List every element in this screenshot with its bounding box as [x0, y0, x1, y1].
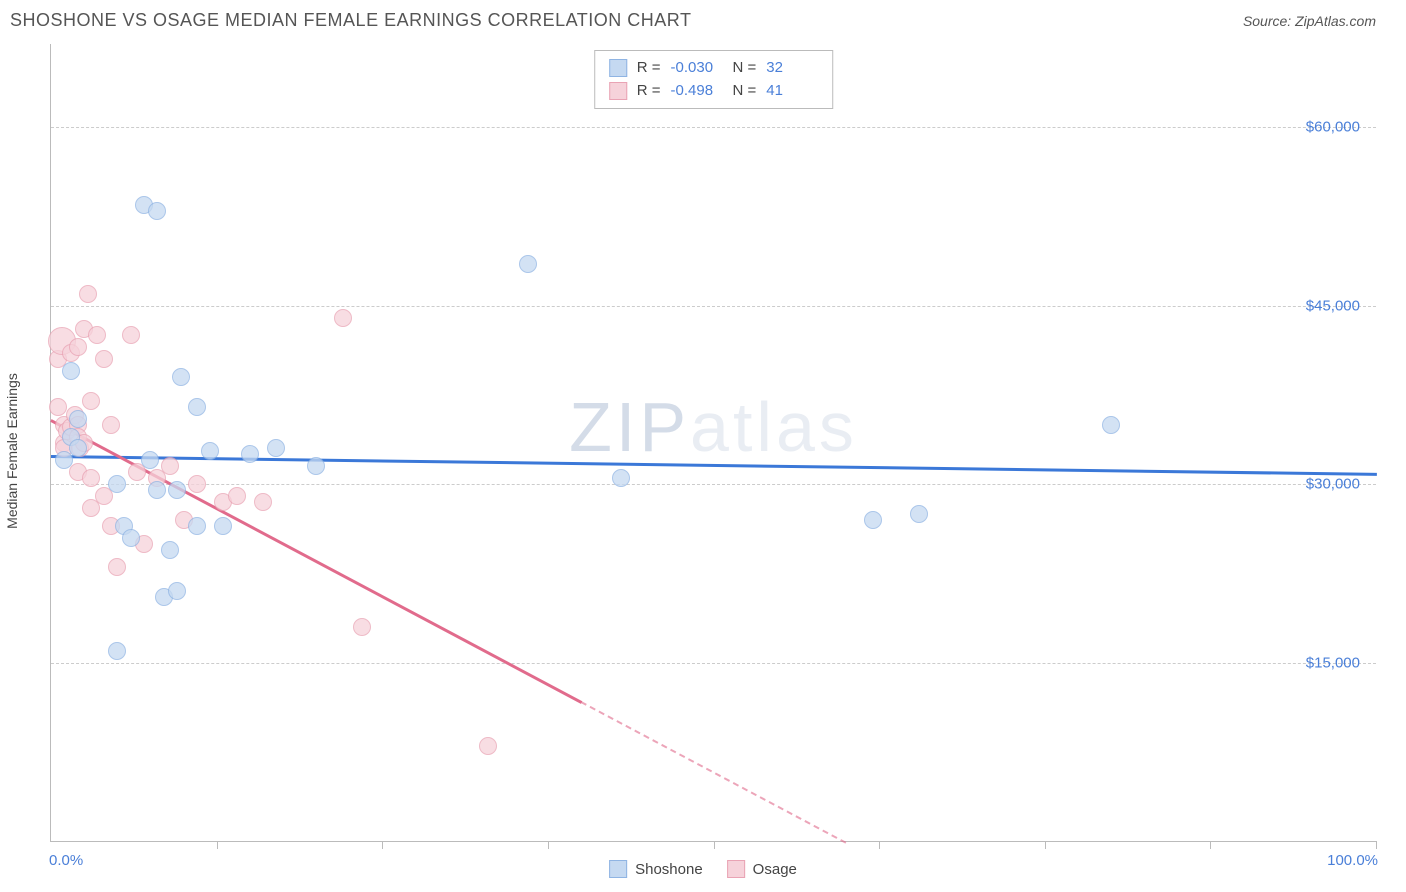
- y-tick-label: $45,000: [1306, 297, 1360, 314]
- data-point-shoshone: [122, 529, 140, 547]
- data-point-shoshone: [1102, 416, 1120, 434]
- data-point-shoshone: [307, 457, 325, 475]
- stats-row-shoshone: R = -0.030 N = 32: [609, 57, 819, 80]
- chart-source: Source: ZipAtlas.com: [1243, 13, 1376, 29]
- gridline: [51, 306, 1376, 307]
- stats-row-osage: R = -0.498 N = 41: [609, 80, 819, 103]
- x-tick: [548, 841, 549, 849]
- legend-item-shoshone: Shoshone: [609, 860, 703, 878]
- legend-item-osage: Osage: [727, 860, 797, 878]
- data-point-shoshone: [241, 445, 259, 463]
- data-point-shoshone: [108, 642, 126, 660]
- x-tick: [217, 841, 218, 849]
- x-tick: [382, 841, 383, 849]
- data-point-osage: [95, 350, 113, 368]
- bottom-legend: Shoshone Osage: [609, 860, 797, 878]
- data-point-shoshone: [69, 439, 87, 457]
- trend-line-osage: [581, 701, 847, 844]
- plot-area: ZIPatlas R =-0.030N =32R =-0.498N =41 0.…: [50, 44, 1376, 842]
- data-point-osage: [108, 558, 126, 576]
- legend-label: Shoshone: [635, 861, 703, 878]
- data-point-osage: [69, 338, 87, 356]
- data-point-shoshone: [62, 362, 80, 380]
- x-tick: [1376, 841, 1377, 849]
- data-point-osage: [122, 326, 140, 344]
- x-tick: [714, 841, 715, 849]
- n-value: 32: [766, 57, 818, 80]
- data-point-shoshone: [864, 511, 882, 529]
- swatch-icon: [609, 860, 627, 878]
- data-point-shoshone: [161, 541, 179, 559]
- data-point-shoshone: [188, 517, 206, 535]
- r-value: -0.498: [671, 80, 723, 103]
- stats-box: R = -0.030 N = 32 R = -0.498 N = 41: [594, 50, 834, 109]
- gridline: [51, 127, 1376, 128]
- data-point-shoshone: [214, 517, 232, 535]
- x-tick: [1045, 841, 1046, 849]
- x-axis-min-label: 0.0%: [49, 852, 83, 869]
- data-point-shoshone: [69, 410, 87, 428]
- data-point-osage: [102, 416, 120, 434]
- data-point-shoshone: [108, 475, 126, 493]
- watermark: ZIPatlas: [569, 387, 858, 467]
- r-label: R =: [637, 57, 661, 80]
- data-point-shoshone: [141, 451, 159, 469]
- data-point-shoshone: [519, 255, 537, 273]
- chart-container: Median Female Earnings ZIPatlas R =-0.03…: [40, 44, 1376, 842]
- data-point-osage: [334, 309, 352, 327]
- swatch-icon: [609, 82, 627, 100]
- data-point-shoshone: [172, 368, 190, 386]
- chart-header: SHOSHONE VS OSAGE MEDIAN FEMALE EARNINGS…: [0, 0, 1406, 39]
- swatch-icon: [609, 59, 627, 77]
- n-value: 41: [766, 80, 818, 103]
- data-point-shoshone: [168, 582, 186, 600]
- gridline: [51, 484, 1376, 485]
- gridline: [51, 663, 1376, 664]
- data-point-osage: [82, 392, 100, 410]
- y-axis-label: Median Female Earnings: [4, 373, 20, 529]
- x-tick: [879, 841, 880, 849]
- data-point-osage: [82, 469, 100, 487]
- data-point-shoshone: [267, 439, 285, 457]
- legend-label: Osage: [753, 861, 797, 878]
- r-value: -0.030: [671, 57, 723, 80]
- data-point-shoshone: [188, 398, 206, 416]
- y-tick-label: $15,000: [1306, 654, 1360, 671]
- data-point-shoshone: [612, 469, 630, 487]
- x-tick: [1210, 841, 1211, 849]
- y-tick-label: $30,000: [1306, 476, 1360, 493]
- n-label: N =: [733, 80, 757, 103]
- chart-title: SHOSHONE VS OSAGE MEDIAN FEMALE EARNINGS…: [10, 10, 691, 31]
- data-point-osage: [228, 487, 246, 505]
- data-point-osage: [161, 457, 179, 475]
- r-label: R =: [637, 80, 661, 103]
- data-point-osage: [188, 475, 206, 493]
- data-point-shoshone: [168, 481, 186, 499]
- data-point-osage: [479, 737, 497, 755]
- swatch-icon: [727, 860, 745, 878]
- data-point-shoshone: [201, 442, 219, 460]
- data-point-osage: [353, 618, 371, 636]
- data-point-osage: [79, 285, 97, 303]
- n-label: N =: [733, 57, 757, 80]
- data-point-osage: [254, 493, 272, 511]
- y-tick-label: $60,000: [1306, 119, 1360, 136]
- x-axis-max-label: 100.0%: [1327, 852, 1378, 869]
- data-point-shoshone: [148, 202, 166, 220]
- data-point-osage: [88, 326, 106, 344]
- data-point-shoshone: [148, 481, 166, 499]
- data-point-osage: [49, 398, 67, 416]
- data-point-shoshone: [910, 505, 928, 523]
